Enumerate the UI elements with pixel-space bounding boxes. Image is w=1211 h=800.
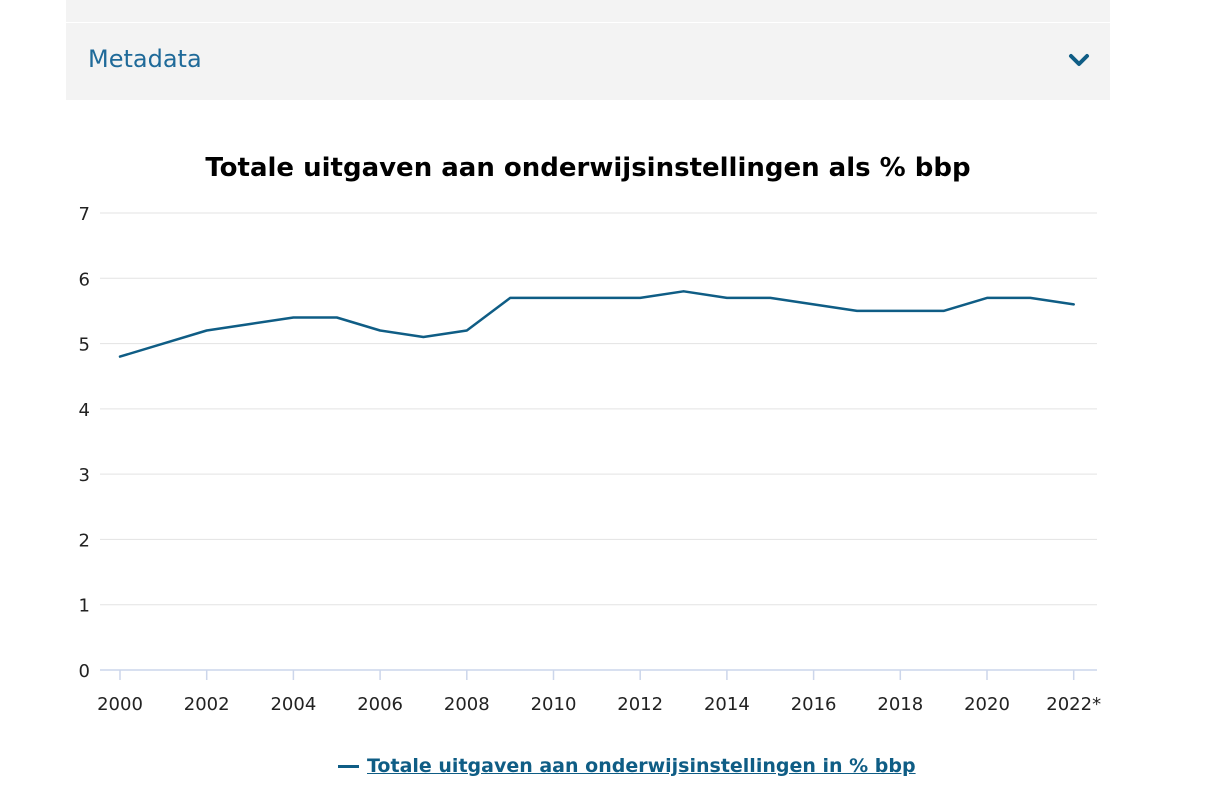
- legend-item[interactable]: Totale uitgaven aan onderwijsinstellinge…: [338, 752, 916, 780]
- y-tick-label: 6: [79, 269, 90, 290]
- chart-title: Totale uitgaven aan onderwijsinstellinge…: [205, 153, 971, 183]
- y-tick-label: 3: [79, 465, 90, 486]
- x-tick-label: 2000: [97, 694, 143, 715]
- line-chart: 0 1 2 3 4 5 6 7 2000 2002 2004 2006 2008 2010 2012 2014…: [79, 204, 1102, 715]
- x-tick-label: 2008: [444, 694, 490, 715]
- x-tick-label: 2012: [617, 694, 663, 715]
- chevron-down-icon[interactable]: [1067, 51, 1091, 71]
- x-tick-label: 2010: [531, 694, 577, 715]
- y-tick-label: 1: [79, 596, 90, 617]
- x-tick-label: 2018: [877, 694, 923, 715]
- metadata-expander[interactable]: Metadata: [66, 23, 1110, 100]
- y-tick-label: 0: [79, 661, 90, 682]
- series-line: [118, 290, 1075, 358]
- legend-label: Totale uitgaven aan onderwijsinstellinge…: [367, 755, 916, 777]
- x-tick-label: 2004: [270, 694, 316, 715]
- metadata-label: Metadata: [88, 45, 202, 73]
- y-tick-label: 4: [79, 400, 90, 421]
- y-tick-label: 7: [79, 204, 90, 225]
- legend-line-icon: [338, 764, 359, 768]
- y-tick-label: 5: [79, 335, 90, 356]
- x-tick-label: 2002: [184, 694, 230, 715]
- x-tick-label: 2016: [791, 694, 837, 715]
- x-tick-label: 2006: [357, 694, 403, 715]
- x-tick-label: 2020: [964, 694, 1010, 715]
- y-tick-label: 2: [79, 530, 90, 551]
- top-panel-strip: [66, 0, 1110, 22]
- x-tick-label: 2022*: [1046, 694, 1101, 715]
- x-tick-label: 2014: [704, 694, 750, 715]
